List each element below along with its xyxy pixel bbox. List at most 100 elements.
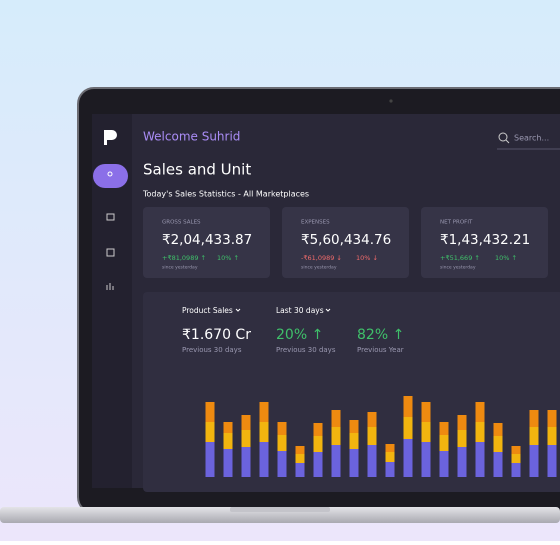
page-subtitle: Today's Sales Statistics - All Marketpla…	[142, 190, 309, 199]
card-change: +₹51,669 ↑	[440, 254, 480, 262]
bar-segment	[295, 463, 305, 477]
card-value: ₹2,04,433.87	[162, 232, 252, 248]
bar-segment	[457, 430, 467, 447]
stat-value: ₹1.670 Cr	[182, 327, 251, 343]
bar-segment	[277, 422, 287, 435]
nav-icon-calendar[interactable]	[106, 248, 115, 257]
stat-caption: Previous 30 days	[182, 346, 242, 354]
bar-segment	[277, 435, 287, 451]
card-value: ₹5,60,434.76	[301, 232, 391, 248]
bar-segment	[439, 422, 449, 435]
bar-segment	[331, 445, 341, 477]
laptop-base	[0, 507, 560, 523]
search-input[interactable]: Search...	[514, 134, 549, 143]
bar-segment	[277, 451, 287, 477]
dropdown-caret[interactable]	[325, 308, 331, 312]
bar-segment	[367, 412, 377, 427]
stat-card	[282, 207, 409, 278]
bar-segment	[493, 423, 503, 436]
bar-segment	[385, 452, 395, 462]
card-percent: 10% ↑	[495, 254, 517, 262]
stat-card	[143, 207, 270, 278]
card-label: NET PROFIT	[440, 220, 473, 226]
bar-segment	[421, 422, 431, 442]
bar-segment	[547, 410, 557, 427]
search-icon[interactable]	[505, 139, 510, 144]
nav-icon-user[interactable]	[107, 171, 113, 177]
bar-segment	[367, 445, 377, 477]
bar-segment	[421, 442, 431, 477]
card-note: since yesterday	[301, 265, 337, 271]
camera	[389, 99, 393, 103]
card-percent: 10% ↓	[356, 254, 378, 262]
bar-segment	[367, 427, 377, 445]
bar-segment	[331, 427, 341, 445]
bar-segment	[439, 451, 449, 477]
nav-icon-chart[interactable]	[106, 283, 114, 290]
stat-value: 82% ↑	[357, 327, 404, 343]
bar-segment	[313, 452, 323, 477]
bar-segment	[547, 445, 557, 477]
bar-segment	[313, 436, 323, 452]
bar-segment	[475, 422, 485, 442]
bar-segment	[349, 449, 359, 477]
bar-segment	[493, 436, 503, 452]
bar-segment	[529, 445, 539, 477]
bar-segment	[205, 402, 215, 422]
bar-segment	[439, 435, 449, 451]
bar-segment	[331, 410, 341, 427]
card-label: EXPENSES	[301, 220, 330, 226]
bar-segment	[475, 442, 485, 477]
bar-segment	[457, 447, 467, 477]
bar-segment	[241, 430, 251, 447]
card-percent: 10% ↑	[217, 254, 239, 262]
dropdown-caret[interactable]	[235, 308, 241, 312]
bar-segment	[205, 442, 215, 477]
logo	[104, 130, 117, 145]
bar-segment	[457, 415, 467, 430]
card-label: GROSS SALES	[162, 220, 201, 226]
card-change: -₹61,0989 ↓	[301, 254, 342, 262]
stat-value: 20% ↑	[276, 327, 323, 343]
bar-segment	[259, 402, 269, 422]
bar-segment	[529, 410, 539, 427]
bar-segment	[223, 449, 233, 477]
page-title: Sales and Unit	[143, 161, 251, 179]
bar-segment	[223, 433, 233, 449]
bar-segment	[403, 439, 413, 477]
stat-caption: Previous Year	[357, 346, 404, 354]
filter[interactable]: Product Sales	[182, 306, 233, 315]
bar-segment	[223, 422, 233, 433]
bar-segment	[529, 427, 539, 445]
nav-icon-store[interactable]	[106, 213, 115, 221]
search-icon[interactable]	[498, 132, 508, 142]
card-note: since yesterday	[440, 265, 476, 271]
bar-segment	[493, 452, 503, 477]
stat-caption: Previous 30 days	[276, 346, 336, 354]
bar-segment	[259, 442, 269, 477]
bar-segment	[349, 433, 359, 449]
bar-segment	[403, 396, 413, 417]
bar-segment	[421, 402, 431, 422]
laptop-notch	[230, 507, 330, 512]
bar-segment	[241, 447, 251, 477]
bar-segment	[313, 423, 323, 436]
bar-segment	[385, 462, 395, 477]
bar-segment	[259, 422, 269, 442]
card-change: +₹81,0989 ↑	[162, 254, 206, 262]
card-value: ₹1,43,432.21	[440, 232, 530, 248]
bar-segment	[511, 446, 521, 454]
welcome: Welcome Suhrid	[143, 130, 240, 144]
bar-segment	[511, 463, 521, 477]
bar-segment	[475, 402, 485, 422]
bar-segment	[385, 444, 395, 452]
bar-segment	[295, 446, 305, 454]
stat-card	[421, 207, 548, 278]
bar-segment	[511, 454, 521, 463]
bar-segment	[205, 422, 215, 442]
bar-segment	[295, 454, 305, 463]
filter[interactable]: Last 30 days	[276, 306, 324, 315]
bar-segment	[241, 415, 251, 430]
